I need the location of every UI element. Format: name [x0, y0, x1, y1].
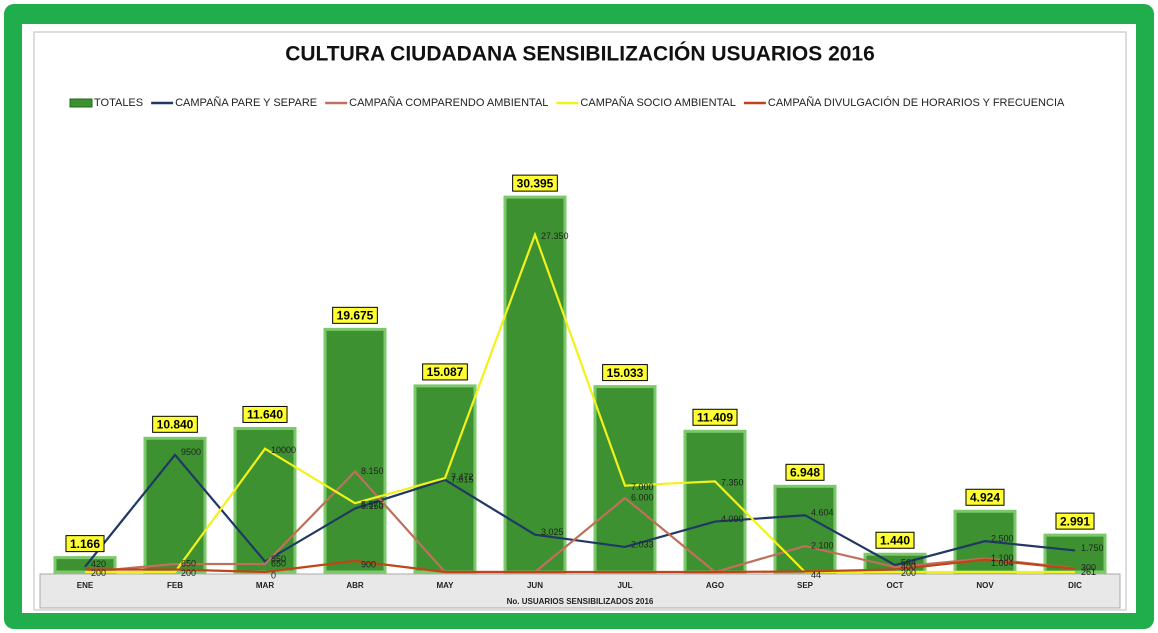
x-tick-label: JUL — [617, 581, 632, 590]
data-label: 300 — [1081, 563, 1096, 573]
x-tick-label: JUN — [527, 581, 543, 590]
x-tick-label: NOV — [976, 581, 994, 590]
x-tick-label: SEP — [797, 581, 814, 590]
x-tick-label: ABR — [346, 581, 364, 590]
data-label: 5.575 — [361, 500, 384, 510]
data-label: 2.500 — [991, 534, 1014, 544]
bar — [773, 484, 837, 574]
data-label: 30.395 — [517, 176, 554, 190]
data-label-box — [242, 405, 288, 423]
bar — [143, 436, 207, 574]
x-tick-label: ENE — [77, 581, 94, 590]
x-tick-label: MAY — [436, 581, 454, 590]
data-label-box — [785, 463, 825, 481]
data-label: 650 — [271, 558, 286, 568]
axis-band — [39, 573, 1121, 609]
legend-label: CAMPAÑA PARE Y SEPARE — [175, 96, 317, 109]
data-label-box — [152, 415, 198, 433]
data-label: 6.948 — [790, 465, 820, 479]
data-label: 15.087 — [427, 365, 464, 379]
data-label-box — [65, 535, 105, 553]
data-label: 1.004 — [991, 558, 1014, 568]
chart-area — [22, 24, 1136, 613]
data-label: 0 — [271, 570, 276, 580]
data-label: 420 — [91, 559, 106, 569]
bar — [503, 195, 567, 574]
plot-border — [33, 31, 1127, 611]
data-label: 4.604 — [811, 508, 834, 518]
data-label: 11.409 — [697, 410, 733, 424]
legend-swatch — [69, 98, 93, 108]
data-label: 10000 — [271, 445, 296, 455]
legend-label: TOTALES — [94, 97, 143, 109]
data-label-box — [512, 174, 558, 192]
line — [84, 453, 1076, 568]
data-label: 200 — [181, 568, 196, 578]
data-label: 2.991 — [1060, 514, 1090, 528]
data-label-box — [692, 408, 738, 426]
data-label: 900 — [361, 559, 376, 569]
data-label: 200 — [91, 568, 106, 578]
data-label: 27.350 — [541, 231, 569, 241]
bar — [323, 327, 387, 574]
data-label: 5.150 — [361, 501, 384, 511]
data-label: 850 — [271, 554, 286, 564]
data-label: 8.150 — [361, 466, 384, 476]
data-label: 564 — [901, 557, 916, 567]
legend-label: CAMPAÑA SOCIO AMBIENTAL — [580, 96, 735, 109]
data-label: 4.090 — [721, 514, 744, 524]
x-tick-label: OCT — [887, 581, 904, 590]
data-label: 261 — [1081, 567, 1096, 577]
data-label-box — [875, 531, 915, 549]
data-label: 7.615 — [451, 474, 474, 484]
data-label: 1.166 — [70, 537, 100, 551]
data-label: 19.675 — [337, 309, 374, 323]
x-axis-title: No. USUARIOS SENSIBILIZADOS 2016 — [507, 597, 654, 606]
data-label-box — [332, 306, 378, 324]
data-label-box — [602, 364, 648, 382]
data-label: 7.472 — [451, 472, 474, 482]
data-label: 3.025 — [541, 527, 564, 537]
data-label: 11.640 — [247, 408, 283, 422]
data-label: 7.000 — [631, 482, 654, 492]
data-label: 10.840 — [157, 417, 194, 431]
line — [85, 558, 1076, 574]
legend-label: CAMPAÑA DIVULGACIÓN DE HORARIOS Y FRECUE… — [768, 96, 1065, 109]
data-label-box — [422, 363, 468, 381]
data-label: 2.033 — [631, 539, 654, 549]
x-tick-label: DIC — [1068, 581, 1082, 590]
x-tick-label: AGO — [706, 581, 724, 590]
data-label-box — [965, 488, 1005, 506]
data-label: 1.750 — [1081, 543, 1104, 553]
data-label: 400 — [901, 561, 916, 571]
x-tick-label: FEB — [167, 581, 183, 590]
chart-title: CULTURA CIUDADANA SENSIBILIZACIÓN USUARI… — [285, 42, 875, 66]
data-label: 4.924 — [970, 490, 1000, 504]
data-label: 2.100 — [811, 540, 834, 550]
data-label: 1.440 — [880, 533, 910, 547]
data-label: 44 — [811, 570, 821, 580]
data-label: 200 — [901, 568, 916, 578]
data-label: 15.033 — [607, 366, 644, 380]
data-label: 9500 — [181, 447, 201, 457]
legend-label: CAMPAÑA COMPARENDO AMBIENTAL — [349, 96, 548, 109]
line — [85, 231, 1075, 574]
data-label: 7.350 — [721, 478, 744, 488]
x-tick-label: MAR — [256, 581, 274, 590]
data-label: 1.100 — [991, 553, 1014, 563]
data-label-box — [1055, 512, 1095, 530]
data-label: 6.000 — [631, 492, 654, 502]
line — [84, 469, 1076, 574]
data-label: 650 — [181, 558, 196, 568]
